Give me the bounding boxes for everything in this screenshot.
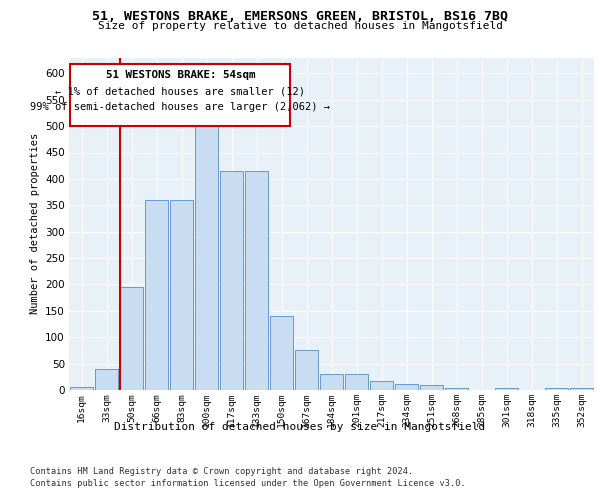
Bar	[569, 388, 593, 390]
Text: Contains HM Land Registry data © Crown copyright and database right 2024.: Contains HM Land Registry data © Crown c…	[30, 468, 413, 476]
Bar	[119, 287, 143, 390]
Bar	[494, 388, 518, 390]
Bar	[545, 388, 568, 390]
FancyBboxPatch shape	[70, 64, 290, 126]
Bar	[170, 200, 193, 390]
Text: Distribution of detached houses by size in Mangotsfield: Distribution of detached houses by size …	[115, 422, 485, 432]
Bar	[269, 316, 293, 390]
Text: 99% of semi-detached houses are larger (2,062) →: 99% of semi-detached houses are larger (…	[30, 102, 330, 112]
Bar	[320, 374, 343, 390]
Bar	[419, 384, 443, 390]
Y-axis label: Number of detached properties: Number of detached properties	[29, 133, 40, 314]
Bar	[445, 388, 469, 390]
Bar	[220, 171, 244, 390]
Bar	[194, 121, 218, 390]
Bar	[145, 200, 169, 390]
Bar	[370, 380, 394, 390]
Text: Size of property relative to detached houses in Mangotsfield: Size of property relative to detached ho…	[97, 21, 503, 31]
Text: 51, WESTONS BRAKE, EMERSONS GREEN, BRISTOL, BS16 7BQ: 51, WESTONS BRAKE, EMERSONS GREEN, BRIST…	[92, 10, 508, 23]
Text: 51 WESTONS BRAKE: 54sqm: 51 WESTONS BRAKE: 54sqm	[106, 70, 255, 80]
Bar	[95, 369, 118, 390]
Bar	[395, 384, 418, 390]
Bar	[344, 374, 368, 390]
Bar	[70, 388, 94, 390]
Bar	[245, 171, 268, 390]
Bar	[295, 350, 319, 390]
Text: Contains public sector information licensed under the Open Government Licence v3: Contains public sector information licen…	[30, 479, 466, 488]
Text: ← 1% of detached houses are smaller (12): ← 1% of detached houses are smaller (12)	[55, 86, 305, 96]
